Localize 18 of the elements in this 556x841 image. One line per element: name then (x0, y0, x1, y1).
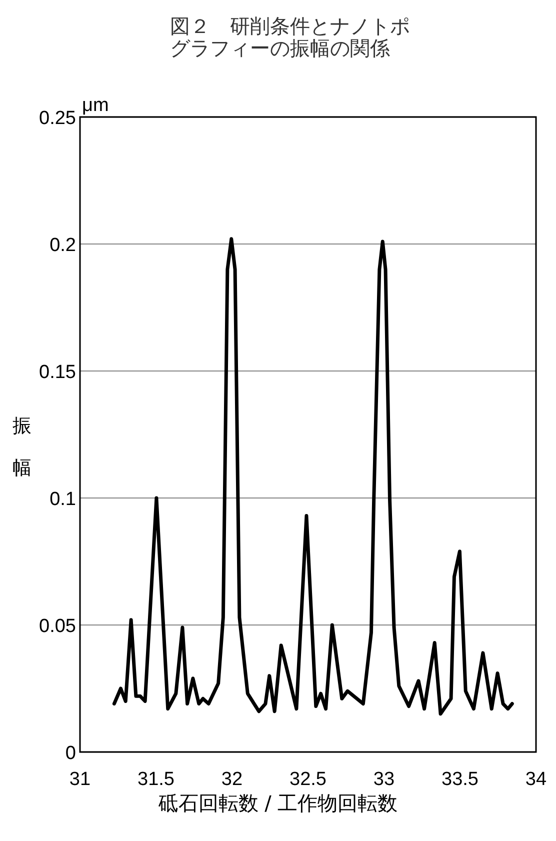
x-axis-title: 砥石回転数 / 工作物回転数 (157, 791, 398, 815)
y-tick-label: 0.25 (39, 108, 76, 129)
x-tick-label: 34 (525, 769, 547, 790)
y-tick-label: 0 (65, 743, 76, 764)
y-tick-label: 0.05 (39, 616, 76, 637)
x-tick-label: 33.5 (442, 769, 478, 790)
chart-title: 図２ 研削条件とナノトポグラフィーの振幅の関係 (170, 14, 410, 60)
y-tick-label: 0.15 (39, 362, 76, 383)
line-series (112, 237, 514, 716)
y-tick-label: 0.2 (50, 235, 76, 256)
x-tick-label: 31.5 (138, 769, 174, 790)
text: μm (82, 95, 109, 116)
x-tick-label: 32 (221, 769, 243, 790)
y-axis-title: 振幅 (12, 415, 32, 479)
y-tick-label: 0.1 (50, 489, 76, 510)
x-tick-label: 33 (373, 769, 395, 790)
x-tick-label: 31 (69, 769, 91, 790)
x-tick-label: 32.5 (290, 769, 326, 790)
